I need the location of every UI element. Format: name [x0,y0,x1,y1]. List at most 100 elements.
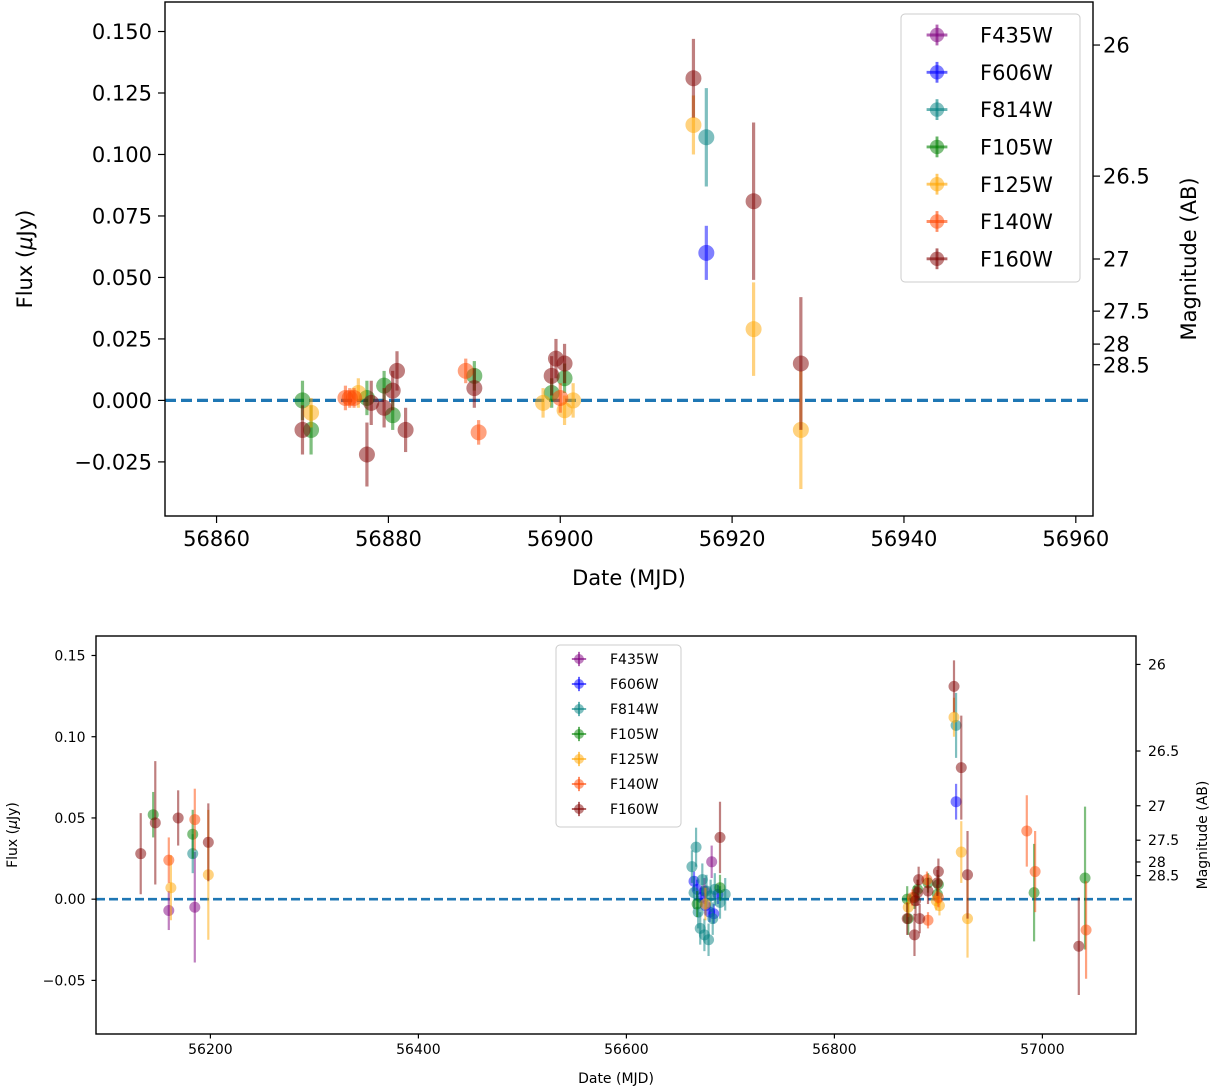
data-point-f125w [955,846,967,858]
legend-label: F105W [980,135,1053,159]
y2-tick-label: 26 [1148,657,1166,673]
panel-1: 56860 56880 56900 56920 56940 56960 −0.025 0.00… [74,1,1201,590]
data-point-f160w [962,869,974,881]
data-point-f125w [303,404,320,421]
y-tick-label: 0.150 [92,20,152,44]
data-point-f140w [932,892,944,904]
legend-label: F814W [980,98,1053,122]
series-f160w [135,660,1085,996]
data-point-f160w [1073,940,1085,952]
y2-axis-label: Magnitude (AB) [1195,781,1211,890]
data-point-f814w [698,129,715,146]
x-tick-label: 56960 [1042,527,1109,551]
data-point-f160w [685,70,702,87]
data-point-f606w [950,796,962,808]
legend-label: F125W [610,752,659,768]
legend-label: F606W [980,61,1053,85]
y2-tick-label: 27 [1148,799,1166,815]
data-point-f814w [690,841,702,853]
y2-tick-label: 27.5 [1103,300,1150,324]
data-point-f160w [466,380,483,397]
y2-tick-label: 28 [1103,333,1130,357]
data-point-f160w [745,193,762,210]
legend-marker [574,704,584,714]
data-point-f160w [376,399,393,416]
data-point-f814w [703,934,715,946]
legend-marker [929,102,945,117]
data-point-f140w [189,814,201,826]
y-tick-label: 0.15 [54,649,85,665]
data-point-f160w [172,812,184,824]
data-point-f160w [932,866,944,878]
y-tick-label: 0.00 [54,892,85,908]
series-f435w [163,845,718,963]
x-tick-label: 56400 [396,1042,441,1058]
data-point-f160w [397,421,414,438]
data-point-f160w [294,421,311,438]
y2-tick-label: 26.5 [1103,165,1150,189]
data-point-f160w [202,836,214,848]
legend-marker [574,804,584,814]
data-point-f160w [914,913,926,925]
series-f606w [698,225,715,280]
legend-label: F435W [980,24,1053,48]
legend-marker [929,177,945,192]
data-point-f140w [1080,924,1092,936]
series-f160w [294,38,809,487]
legend-label: F160W [980,247,1053,271]
data-point-f435w [189,901,201,913]
series-f814w [698,88,715,187]
legend-label: F160W [610,802,659,818]
y2-tick-label: 28.5 [1103,353,1150,377]
legend-marker [929,251,945,266]
legend-label: F140W [610,777,659,793]
data-point-f125w [685,116,702,133]
legend-label: F814W [610,702,659,718]
legend-marker [574,779,584,789]
data-point-f160w [901,913,913,925]
data-point-f125w [565,392,582,409]
data-layer [96,660,1136,996]
data-point-f140w [1029,866,1041,878]
data-point-f125w [948,711,960,723]
y2-tick-label: 28 [1148,855,1166,871]
legend-marker [574,754,584,764]
y2-tick-label: 27.5 [1148,833,1179,849]
legend-marker [929,214,945,229]
y-tick-label: 0.000 [92,389,152,413]
legend-box [900,13,1081,283]
legend-marker [574,679,584,689]
data-point-f814w [714,896,726,908]
data-point-f160w [358,446,375,463]
data-point-f814w [686,861,698,873]
data-point-f125w [535,394,552,411]
data-point-f125w [745,321,762,338]
axes-frame [95,635,1137,1035]
series-f140w [337,358,569,445]
data-point-f160w [714,831,726,843]
data-point-f160w [363,394,380,411]
data-point-f814w [696,874,708,886]
x-tick-label: 56900 [527,527,594,551]
y-tick-label: 0.100 [92,143,152,167]
series-f125w [303,95,809,489]
legend-label: F140W [980,210,1053,234]
data-point-f140w [922,914,934,926]
data-point-f606w [698,244,715,261]
y2-tick-label: 26.5 [1148,744,1179,760]
x-tick-label: 56880 [355,527,422,551]
data-point-f160w [389,362,405,379]
x-tick-label: 56600 [604,1042,649,1058]
data-point-f105w [714,882,726,894]
data-point-f105w [294,392,311,409]
data-layer [165,38,1093,489]
data-point-f160w [556,355,573,372]
x-tick-label: 56860 [183,527,250,551]
y-axis-label: Flux (μJy) [13,210,37,309]
data-point-f160w [135,848,147,860]
y-tick-label: −0.05 [43,973,86,989]
data-point-f814w [707,913,719,925]
data-point-f140w [346,389,363,406]
x-tick-label: 56800 [812,1042,857,1058]
y-axis-label: Flux (μJy) [5,802,21,868]
